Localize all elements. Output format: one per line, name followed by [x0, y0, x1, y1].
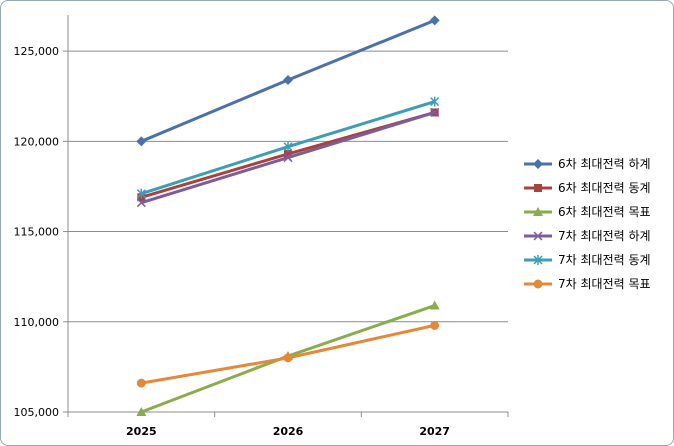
data-point: [283, 141, 293, 152]
data-point: [430, 96, 440, 107]
data-point: [136, 188, 146, 199]
data-point: [283, 353, 293, 363]
data-point: [430, 107, 440, 117]
legend-marker: [533, 255, 543, 265]
x-tick-label: 2026: [273, 425, 304, 438]
series-4: [136, 107, 440, 208]
y-tick-label: 105,000: [14, 406, 60, 419]
data-point: [429, 15, 440, 26]
legend-marker: [533, 159, 543, 169]
data-point: [283, 74, 293, 85]
legend-label: 7차 최대전력 동계: [558, 253, 651, 267]
x-tick-label: 2027: [419, 425, 450, 438]
grid-lines: [68, 50, 508, 323]
legend-marker: [533, 279, 543, 289]
data-point: [283, 153, 293, 163]
legend-marker: [533, 207, 543, 216]
y-tick-label: 125,000: [14, 45, 60, 58]
series-group: [136, 15, 440, 416]
legend-label: 6차 최대전력 동계: [558, 181, 651, 195]
legend-label: 6차 최대전력 목표: [558, 205, 651, 219]
legend-item: 7차 최대전력 동계: [524, 253, 651, 267]
legend-item: 7차 최대전력 하계: [524, 229, 651, 243]
legend-label: 6차 최대전력 하계: [558, 157, 651, 171]
series-5: [136, 96, 440, 199]
data-point: [136, 198, 146, 208]
y-tick-label: 115,000: [14, 226, 60, 239]
x-axis-ticks: 2025 2026 2027: [67, 412, 509, 438]
y-tick-label: 120,000: [14, 135, 60, 148]
series-1: [136, 15, 440, 147]
x-tick-label: 2025: [126, 425, 157, 438]
data-point: [136, 407, 147, 416]
legend-label: 7차 최대전력 목표: [558, 277, 651, 291]
legend-label: 7차 최대전력 하계: [558, 229, 651, 243]
legend-marker: [534, 184, 542, 192]
y-tick-label: 110,000: [14, 316, 60, 329]
data-point: [430, 320, 440, 330]
legend: 6차 최대전력 하계 6차 최대전력 동계 6차 최대전력 목표 7차 최대전력 하계…: [524, 157, 651, 291]
legend-item: 7차 최대전력 목표: [524, 277, 651, 291]
data-point: [429, 300, 440, 310]
data-point: [284, 149, 292, 158]
y-axis-ticks: 105,000 110,000 115,000 120,000 125,000: [14, 45, 68, 419]
legend-item: 6차 최대전력 동계: [524, 181, 651, 195]
series-2: [137, 108, 439, 202]
data-point: [136, 136, 147, 147]
legend-marker: [533, 231, 543, 241]
data-point: [136, 378, 146, 388]
series-6: [136, 320, 440, 388]
legend-item: 6차 최대전력 하계: [524, 157, 651, 171]
legend-item: 6차 최대전력 목표: [524, 205, 651, 219]
